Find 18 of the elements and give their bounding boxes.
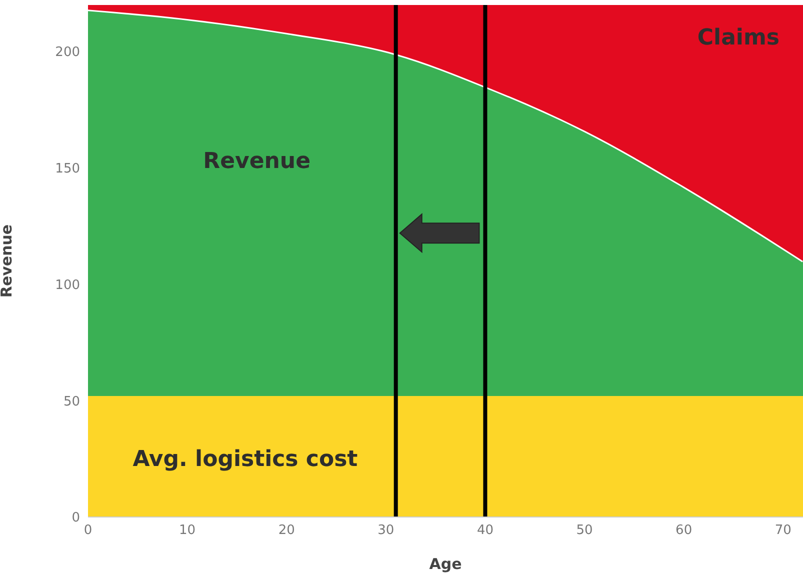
x-tick-label: 20: [278, 523, 295, 538]
x-tick-label: 40: [476, 523, 494, 538]
series-label: Revenue: [203, 148, 311, 174]
series-label: Claims: [697, 26, 780, 51]
series-label: Avg. logistics cost: [132, 446, 358, 472]
x-tick-label: 10: [179, 523, 196, 538]
y-tick-label: 200: [55, 45, 80, 60]
x-tick-label: 60: [676, 523, 692, 538]
y-tick-label: 50: [63, 394, 80, 410]
x-axis-title: Age: [429, 555, 462, 573]
y-tick-label: 150: [55, 162, 80, 177]
x-tick-label: 30: [378, 523, 394, 538]
y-tick-label: 0: [72, 510, 80, 526]
y-axis-title: Revenue: [0, 224, 16, 298]
x-tick-label: 50: [576, 523, 593, 538]
x-tick-label: 70: [774, 523, 792, 538]
y-tick-label: 100: [55, 278, 80, 293]
x-tick-label: 0: [84, 523, 92, 538]
